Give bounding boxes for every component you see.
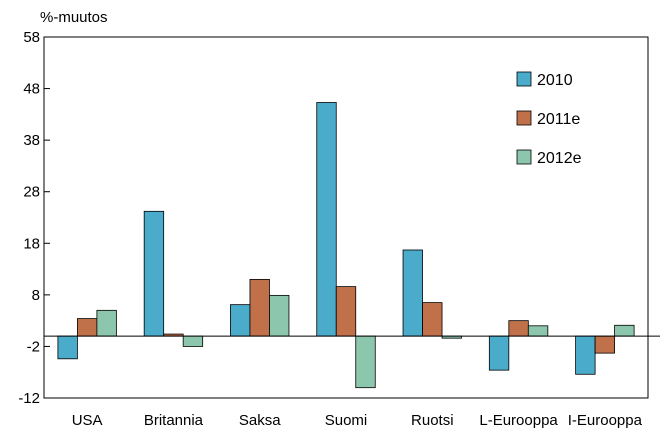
x-tick-label: Saksa xyxy=(239,412,281,429)
bar-suomi-2010 xyxy=(316,102,337,337)
x-tick-label: USA xyxy=(72,412,103,429)
legend-swatch xyxy=(516,149,532,165)
bar-l-eurooppa-2012e xyxy=(527,325,549,337)
x-tick-label: Ruotsi xyxy=(411,412,454,429)
bar-suomi-2011e xyxy=(335,286,357,337)
legend: 2010 2011e 2012e xyxy=(516,71,582,167)
bar-usa-2010 xyxy=(57,335,78,360)
y-tick-label: -2 xyxy=(27,338,40,355)
bar-britannia-2010 xyxy=(143,210,165,337)
bar-usa-2012e xyxy=(96,309,117,337)
y-tick-label: -12 xyxy=(18,390,40,407)
x-tick-label: Britannia xyxy=(144,412,204,429)
x-tick-label: Suomi xyxy=(325,412,368,429)
legend-label: 2010 xyxy=(537,72,573,89)
bar-saksa-2012e xyxy=(269,294,290,337)
bar-saksa-2010 xyxy=(230,304,251,337)
legend-swatch xyxy=(516,71,532,87)
y-tick-label: 8 xyxy=(32,287,40,304)
bar-saksa-2011e xyxy=(249,278,270,337)
bar-usa-2011e xyxy=(76,318,98,337)
y-tick-label: 38 xyxy=(23,132,40,149)
bar-i-eurooppa-2010 xyxy=(575,335,596,375)
bar-ruotsi-2010 xyxy=(402,249,423,337)
plot-frame xyxy=(43,36,649,399)
y-axis-label: %-muutos xyxy=(40,9,108,26)
x-axis: USA Britannia Saksa Suomi Ruotsi L-Eurooppa I-… xyxy=(72,412,643,429)
bar-britannia-2012e xyxy=(182,335,204,347)
legend-label: 2012e xyxy=(537,150,582,167)
legend-label: 2011e xyxy=(537,111,580,128)
bar-l-eurooppa-2010 xyxy=(488,335,510,371)
bar-ruotsi-2011e xyxy=(422,302,443,337)
y-tick-label: 48 xyxy=(23,81,40,98)
bar-i-eurooppa-2011e xyxy=(594,335,616,354)
x-tick-label: L-Eurooppa xyxy=(479,412,558,429)
y-axis: -12 -2 8 18 28 38 48 58 xyxy=(18,29,50,407)
y-tick-label: 58 xyxy=(23,29,40,46)
y-tick-label: 18 xyxy=(23,235,40,252)
bar-suomi-2012e xyxy=(355,335,376,389)
bar-l-eurooppa-2011e xyxy=(508,320,529,337)
legend-swatch xyxy=(516,110,532,126)
bar-i-eurooppa-2012e xyxy=(614,324,635,337)
bars xyxy=(57,102,635,389)
y-tick-label: 28 xyxy=(23,184,40,201)
x-tick-label: I-Eurooppa xyxy=(568,412,643,429)
